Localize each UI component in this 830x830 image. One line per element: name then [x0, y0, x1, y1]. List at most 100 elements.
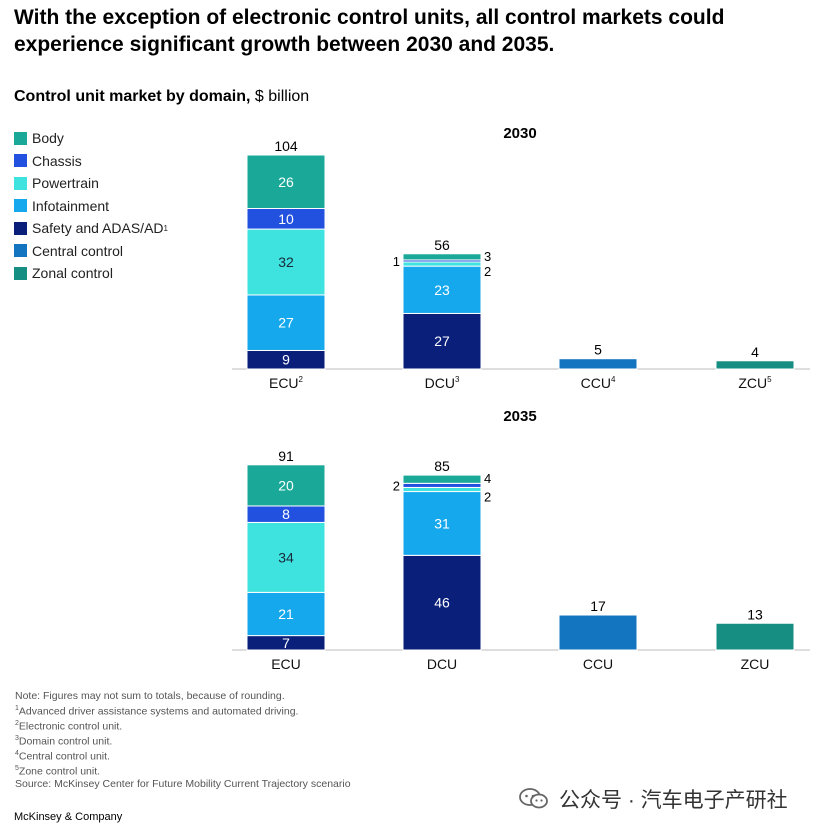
legend-swatch — [14, 154, 27, 168]
bar-segment-safety — [402, 312, 482, 370]
segment-label: 10 — [278, 211, 294, 227]
segment-label: 9 — [282, 352, 290, 368]
watermark-text: 公众号 · 汽车电子产研社 — [559, 789, 788, 812]
bar-segment-infotainment — [402, 265, 482, 314]
footnote-text: Domain control unit. — [18, 735, 113, 748]
bar-total-label: 4 — [751, 344, 759, 360]
legend-item-body: Body — [14, 127, 168, 150]
bar-total-label: 85 — [434, 458, 450, 474]
footnote-mark: 2 — [15, 719, 19, 727]
x-tick-label: ZCU5 — [738, 375, 772, 391]
legend-item-infotainment: Infotainment — [14, 195, 168, 218]
legend: Body Chassis Powertrain Infotainment Safety … — [14, 127, 168, 285]
bar-segment-chassis — [402, 482, 482, 488]
x-tick-text: ZCU — [738, 375, 767, 391]
segment-label: 31 — [434, 515, 450, 531]
segment-label: 32 — [278, 254, 294, 270]
legend-item-chassis: Chassis — [14, 150, 168, 173]
bar-segment-central — [558, 614, 638, 651]
bar-segment-powertrain — [246, 228, 326, 296]
chart-title: 2030 — [503, 125, 536, 142]
x-tick-footnote: 2 — [299, 375, 304, 384]
bar-ecu: 7 21 34 8 20 — [246, 464, 326, 651]
bar-segment-safety — [402, 554, 482, 651]
headline: With the exception of electronic control… — [14, 6, 725, 56]
segment-label: 23 — [434, 282, 450, 298]
bar-total-label: 56 — [434, 237, 450, 253]
legend-label: Body — [32, 130, 64, 147]
x-tick-label: CCU4 — [581, 375, 616, 391]
footnote: 1Advanced driver assistance systems and … — [15, 703, 351, 718]
bar-ccu — [558, 614, 638, 651]
footnote: Note: Figures may not sum to totals, bec… — [15, 690, 351, 703]
bar-segment-powertrain — [402, 486, 482, 493]
footnote-mark: 5 — [15, 764, 19, 772]
x-tick-label: ECU — [271, 656, 301, 672]
legend-swatch — [14, 176, 27, 190]
x-tick-text: CCU — [581, 375, 611, 391]
x-tick-label: DCU3 — [425, 375, 460, 391]
bar-segment-powertrain — [246, 521, 326, 593]
brand-logo: McKinsey & Company — [14, 811, 123, 823]
footnote-text: Note: Figures may not sum to totals, bec… — [15, 690, 285, 702]
bar-segment-central — [558, 358, 638, 370]
legend-label: Infotainment — [32, 197, 110, 214]
bar-ccu — [558, 358, 638, 370]
footnote: 5Zone control unit. — [15, 763, 351, 778]
bar-segment-body — [402, 474, 482, 484]
segment-label: 7 — [282, 635, 290, 651]
x-tick-text: ZCU — [741, 656, 770, 672]
chart-title: 2035 — [503, 408, 536, 425]
x-tick-footnote: 5 — [767, 375, 772, 384]
legend-swatch — [14, 131, 27, 145]
x-tick-label: DCU — [427, 656, 457, 672]
bar-total-label: 91 — [278, 448, 294, 464]
legend-label: Powertrain — [32, 175, 99, 192]
chart-2035: 2035 7 21 34 8 20 91 ECU 46 31 4 2 2 85 DCU 17 CCU 13 ZCU — [232, 408, 810, 672]
subtitle-bold: Control unit market by domain, — [14, 88, 251, 105]
footnote: Source: McKinsey Center for Future Mobil… — [15, 778, 351, 791]
footnote: 2Electronic control unit. — [15, 718, 351, 733]
subtitle-unit: $ billion — [254, 88, 310, 105]
x-tick-footnote: 3 — [455, 375, 460, 384]
legend-item-safety: Safety and ADAS/AD 1 — [14, 217, 168, 240]
x-tick-label: ECU2 — [269, 375, 304, 391]
bar-segment-zonal — [715, 622, 795, 651]
bar-segment-infotainment — [246, 591, 326, 637]
bar-zcu — [715, 360, 795, 370]
watermark: 公众号 · 汽车电子产研社 — [519, 784, 788, 814]
legend-swatch — [14, 199, 27, 213]
segment-label: 27 — [278, 315, 294, 331]
x-tick-text: ECU — [269, 375, 299, 391]
footnote-text: Source: McKinsey Center for Future Mobil… — [15, 778, 351, 791]
legend-label: Safety and ADAS/AD — [32, 220, 164, 237]
x-tick-footnote: 4 — [611, 375, 616, 384]
segment-callout-powertrain: 2 — [484, 490, 491, 505]
footnote-text: Zone control unit. — [18, 765, 101, 778]
x-tick-text: DCU — [427, 656, 457, 672]
footnote-mark: 3 — [15, 734, 19, 742]
segment-label: 34 — [278, 549, 294, 565]
x-tick-text: DCU — [425, 375, 455, 391]
legend-swatch — [14, 221, 27, 235]
bar-segment-powertrain — [402, 261, 482, 267]
footnote-mark: 4 — [15, 749, 19, 757]
segment-label: 21 — [278, 606, 294, 622]
legend-item-powertrain: Powertrain — [14, 172, 168, 195]
legend-swatch — [14, 244, 27, 258]
bar-dcu: 27 23 32 1 — [393, 249, 491, 370]
charts-svg: 2030927321026104ECU2272332156DCU35CCU44Z… — [232, 125, 810, 672]
bar-total-label: 13 — [747, 606, 763, 622]
legend-item-central: Central control — [14, 240, 168, 263]
bar-total-label: 104 — [274, 138, 298, 154]
bar-segment-infotainment — [402, 491, 482, 556]
wechat-icon — [519, 788, 548, 809]
chart-subtitle: Control unit market by domain, $ billion — [14, 88, 309, 106]
bar-total-label: 5 — [594, 342, 602, 358]
bar-segment-body — [246, 154, 326, 209]
segment-callout-powertrain: 2 — [484, 264, 491, 279]
segment-callout-chassis: 2 — [393, 478, 400, 493]
legend-label: Chassis — [32, 152, 82, 169]
bar-segment-body — [402, 253, 482, 261]
legend-footnote-mark: 1 — [163, 223, 168, 233]
